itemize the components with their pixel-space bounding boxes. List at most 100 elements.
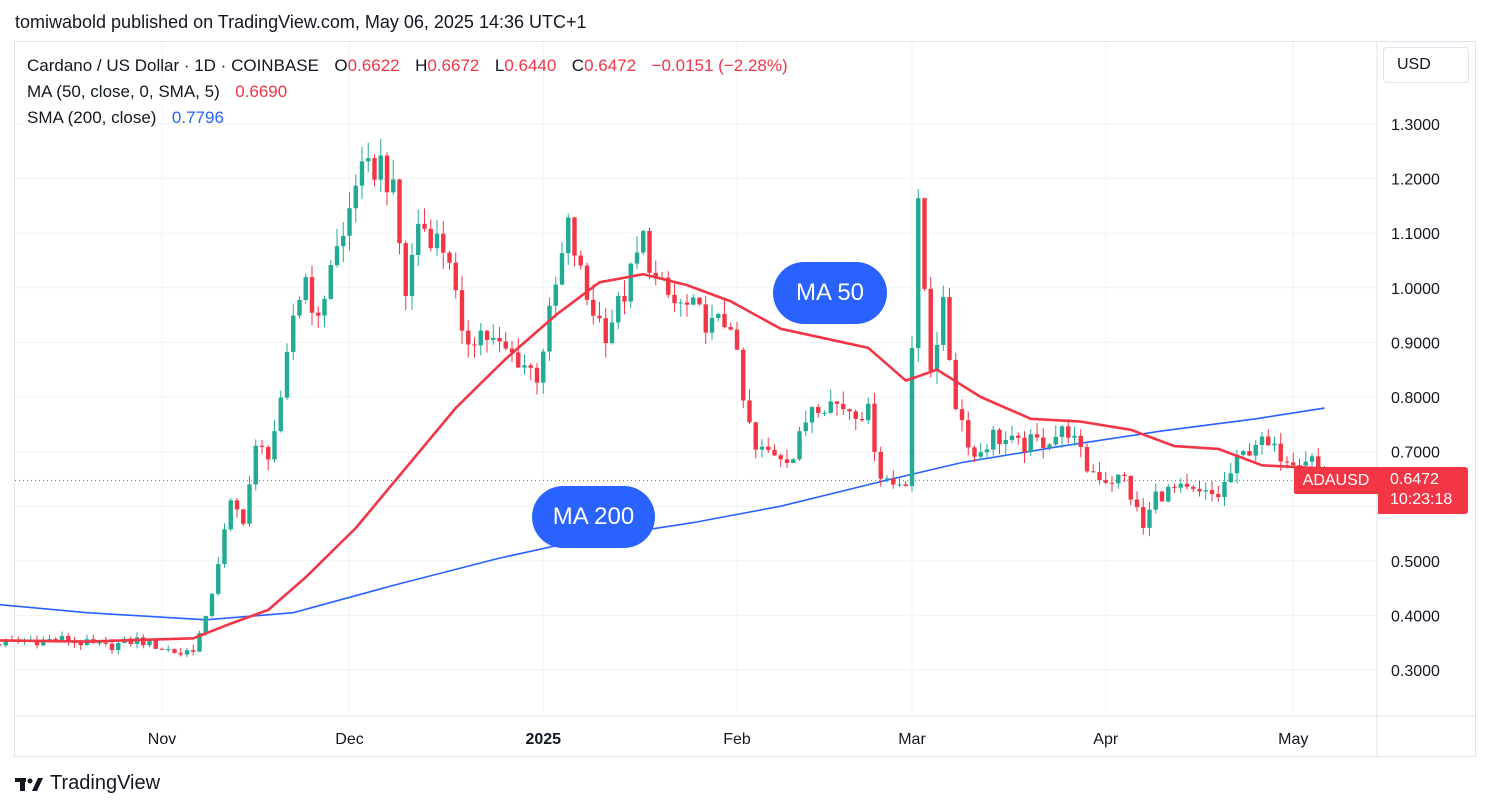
legend-symbol[interactable]: Cardano / US Dollar · 1D · COINBASE: [27, 56, 319, 75]
candle-body: [997, 429, 1002, 445]
candle-body: [116, 643, 121, 650]
currency-button[interactable]: USD: [1383, 47, 1469, 83]
candle-body: [566, 217, 571, 254]
candle-body: [772, 449, 777, 456]
legend-close-value: 0.6472: [584, 56, 637, 75]
tradingview-brand[interactable]: TradingView: [15, 772, 160, 795]
candle-body: [466, 330, 471, 345]
candle-body: [422, 223, 427, 229]
candle-body: [522, 365, 527, 368]
candle-body: [634, 252, 640, 264]
candle-body: [547, 305, 552, 352]
candle-body: [541, 351, 546, 383]
candle-body: [266, 447, 271, 460]
legend-high-value: 0.6672: [427, 56, 480, 75]
candle-body: [341, 235, 346, 247]
symbol-price-tag: ADAUSD: [1294, 467, 1378, 494]
candle-body: [1278, 443, 1283, 462]
candle-body: [391, 179, 396, 193]
candle-body: [503, 341, 508, 349]
legend-open-value: 0.6622: [347, 56, 400, 75]
candle-body: [1003, 439, 1008, 445]
candle-body: [1022, 437, 1027, 452]
candle-body: [866, 403, 871, 421]
candle-body: [884, 478, 890, 480]
candle-body: [709, 317, 715, 333]
legend-sma200-label: SMA (200, close): [27, 108, 157, 127]
candle-body: [1047, 444, 1052, 448]
legend-ma50-value: 0.6690: [235, 82, 288, 101]
candle-body: [959, 409, 965, 421]
candle-body: [734, 329, 740, 350]
candle-body: [1166, 486, 1171, 502]
candle-body: [1109, 482, 1115, 484]
price-tick-label: 1.0000: [1391, 281, 1440, 298]
candle-body: [103, 642, 108, 644]
candle-body: [747, 400, 752, 423]
candle-body: [384, 155, 390, 193]
candle-body: [303, 277, 308, 300]
candle-body: [816, 407, 821, 413]
candle-body: [259, 445, 265, 448]
legend-low-value: 0.6440: [504, 56, 557, 75]
candle-body: [1066, 426, 1071, 438]
candle-body: [66, 636, 71, 643]
candle-body: [728, 327, 733, 330]
candle-body: [1009, 435, 1015, 440]
candle-body: [591, 299, 596, 316]
candle-body: [1259, 436, 1265, 445]
candle-body: [978, 452, 983, 457]
chart-panel[interactable]: [14, 41, 1476, 757]
candle-body: [34, 640, 40, 646]
time-tick-label: 2025: [525, 731, 561, 748]
candle-body: [828, 401, 833, 413]
candle-body: [891, 478, 896, 485]
candle-body: [859, 418, 865, 421]
candle-body: [291, 315, 296, 352]
candle-body: [528, 365, 533, 368]
legend-low-label: L: [494, 56, 505, 75]
candle-body: [1041, 437, 1046, 448]
candle-body: [184, 650, 190, 655]
candle-body: [941, 297, 946, 345]
candle-body: [428, 228, 433, 249]
candle-body: [509, 348, 515, 353]
candle-body: [616, 295, 621, 323]
candle-body: [766, 446, 771, 450]
candle-body: [534, 367, 540, 383]
candle-body: [834, 401, 840, 404]
candle-body: [784, 459, 790, 464]
candle-body: [491, 337, 496, 340]
candle-body: [822, 412, 827, 414]
candle-body: [791, 459, 796, 464]
legend-high-label: H: [415, 56, 428, 75]
candle-body: [1078, 435, 1083, 447]
candle-body: [97, 642, 102, 644]
candle-body: [1178, 483, 1183, 488]
ma200-annotation: MA 200: [532, 486, 655, 548]
candle-body: [416, 223, 421, 255]
candle-body: [366, 158, 371, 162]
candle-body: [716, 313, 721, 318]
candle-body: [953, 359, 958, 410]
time-tick-label: Mar: [898, 731, 926, 748]
candle-body: [472, 344, 477, 346]
candle-body: [984, 449, 990, 453]
legend-sma200-row[interactable]: SMA (200, close) 0.7796: [27, 105, 788, 131]
last-price-tag: 0.6472 10:23:18: [1378, 467, 1468, 514]
candle-body: [1216, 494, 1221, 498]
candle-body: [1234, 454, 1240, 474]
candle-body: [109, 643, 115, 650]
candle-body: [809, 407, 815, 423]
candle-body: [378, 155, 383, 180]
candle-body: [1191, 486, 1196, 489]
candle-body: [1309, 456, 1315, 462]
legend-ma50-row[interactable]: MA (50, close, 0, SMA, 5) 0.6690: [27, 79, 788, 105]
candle-body: [1197, 488, 1202, 492]
candle-body: [991, 429, 996, 450]
candle-body: [209, 593, 215, 616]
candle-body: [353, 185, 358, 209]
candle-body: [903, 484, 908, 487]
candle-body: [459, 290, 465, 331]
